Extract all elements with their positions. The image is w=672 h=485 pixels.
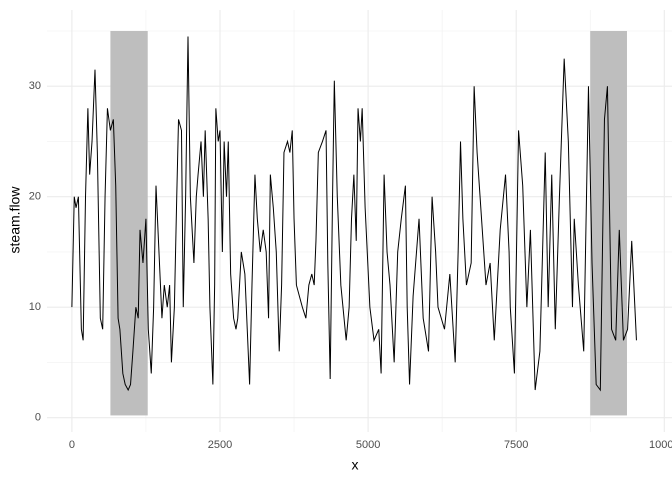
x-tick-label: 2500 [208, 439, 232, 451]
line [71, 36, 637, 392]
y-tick-label: 0 [35, 412, 41, 424]
y-tick-label: 30 [29, 80, 41, 92]
y-tick-label: 20 [29, 191, 41, 203]
x-axis-label: x [352, 457, 359, 473]
x-tick-label: 5000 [356, 439, 380, 451]
y-axis-label: steam.flow [7, 186, 23, 254]
y-tick-label: 10 [29, 301, 41, 313]
x-tick-label: 0 [69, 439, 75, 451]
x-tick-label: 7500 [504, 439, 528, 451]
shaded-region [590, 30, 627, 416]
